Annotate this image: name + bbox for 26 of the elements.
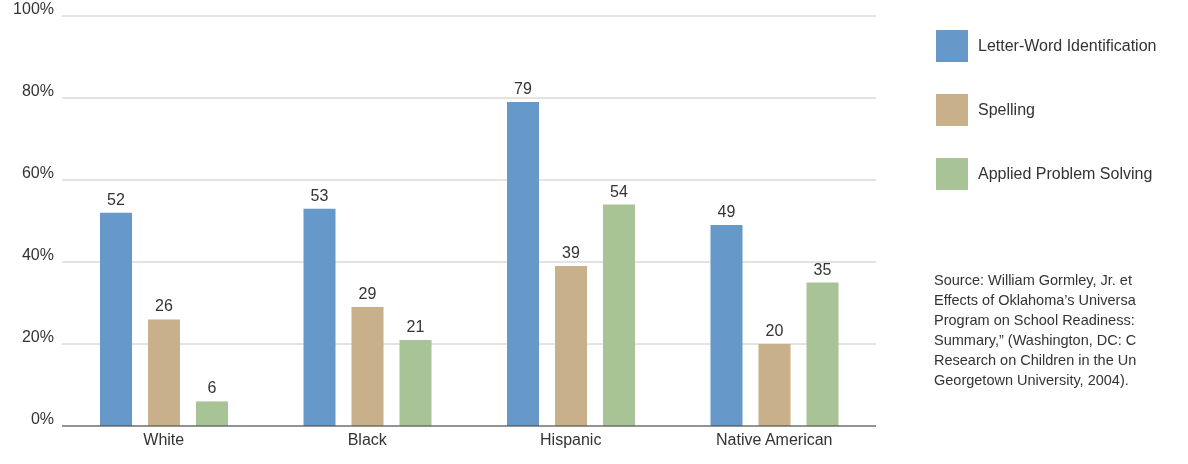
data-label: 26 [155, 297, 173, 315]
x-tick-label: Black [347, 431, 388, 449]
data-label: 52 [107, 190, 125, 208]
data-label: 49 [717, 203, 736, 221]
y-tick-label: 80% [21, 81, 54, 99]
legend-label: Applied Problem Solving [978, 165, 1153, 183]
y-tick-label: 40% [21, 245, 54, 263]
y-tick-label: 60% [21, 163, 54, 181]
y-tick-label: 100% [13, 0, 54, 17]
legend-label: Letter-Word Identification [978, 37, 1157, 55]
data-label: 21 [406, 317, 425, 335]
data-label: 6 [207, 379, 217, 397]
data-label: 29 [358, 285, 377, 303]
data-label: 79 [514, 80, 532, 98]
data-label: 39 [562, 244, 580, 262]
y-tick-label: 0% [30, 409, 54, 427]
source-note: Source: William Gormley, Jr. et Effects of Oklahoma’s Universa Program on School Readiness: Summary,” (Washington, DC: C Research on Children in the Un Georgetown University, 2004). [934, 271, 1138, 390]
data-label: 54 [610, 182, 628, 200]
x-tick-label: Native American [716, 431, 833, 449]
data-label: 53 [310, 186, 329, 204]
data-label: 20 [765, 322, 784, 339]
y-tick-label: 20% [21, 327, 54, 345]
x-tick-label: White [143, 431, 185, 449]
legend-label: Spelling [978, 101, 1035, 119]
data-label: 35 [813, 260, 832, 278]
x-tick-label: Hispanic [540, 431, 602, 449]
